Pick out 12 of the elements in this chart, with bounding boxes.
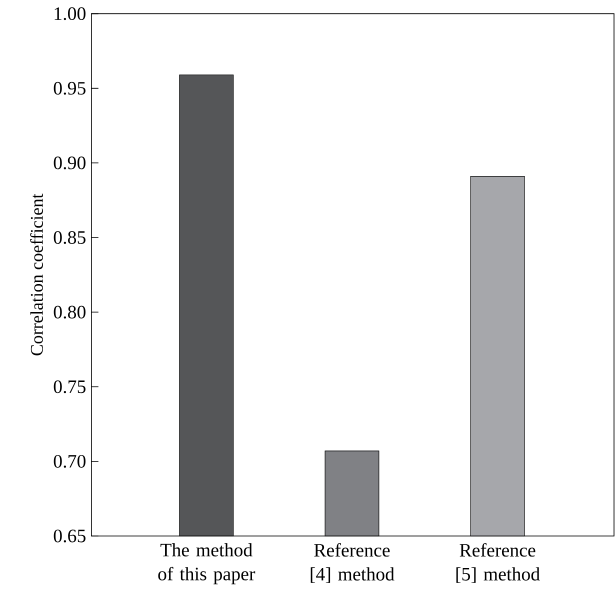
x-tick-label: The method of this paper — [158, 543, 256, 584]
y-tick-label: 0.95 — [54, 82, 86, 95]
y-tick-label: 0.70 — [54, 454, 86, 468]
y-axis-title: Correlation coefficient — [30, 194, 43, 356]
y-tick-label: 0.90 — [54, 156, 86, 170]
x-tick-label: Reference [4] method — [310, 543, 394, 583]
y-tick-label: 0.65 — [54, 530, 86, 542]
y-tick-label: 0.80 — [54, 306, 86, 319]
x-tick-label: Reference [5] method — [456, 543, 540, 583]
y-tick-label: 0.85 — [54, 231, 86, 244]
y-tick-label: 0.75 — [54, 380, 86, 394]
y-tick-label: 1.00 — [54, 7, 86, 20]
